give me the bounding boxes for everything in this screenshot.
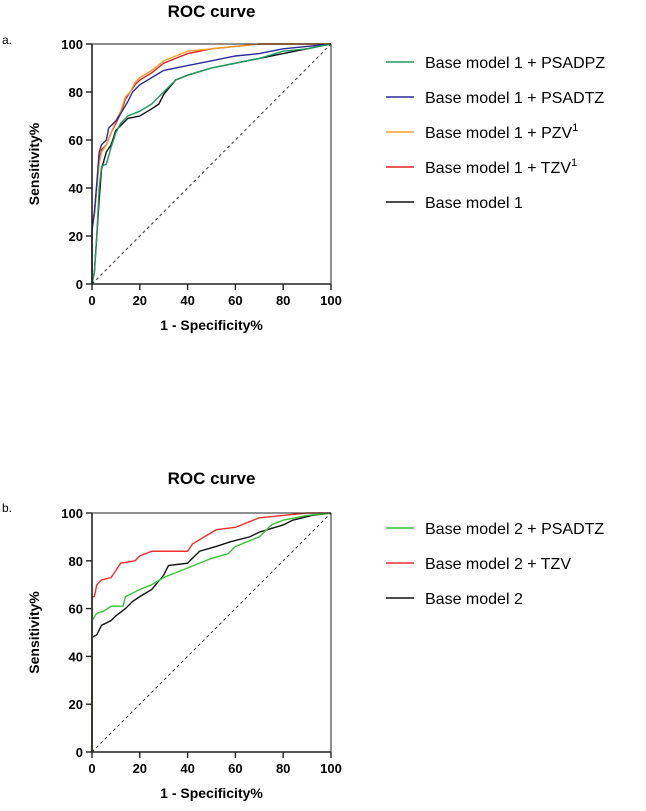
legend-superscript: 1 — [572, 122, 578, 134]
x-axis-label: 1 - Specificity% — [160, 317, 263, 333]
y-tick-label: 20 — [69, 697, 83, 712]
y-tick-label: 80 — [69, 554, 83, 569]
y-tick-label: 0 — [76, 277, 83, 292]
x-tick-label: 80 — [276, 293, 290, 308]
legend-item: Base model 1 + PZV1 — [386, 122, 578, 142]
x-tick-label: 20 — [133, 293, 147, 308]
legend-label: Base model 2 — [425, 591, 523, 608]
panel-label: b. — [2, 501, 12, 515]
y-tick-label: 80 — [69, 85, 83, 100]
panel-label: a. — [2, 33, 12, 47]
y-tick-label: 100 — [61, 37, 83, 52]
x-tick-label: 0 — [88, 293, 95, 308]
x-tick-label: 40 — [180, 293, 194, 308]
legend-item: Base model 1 + PSADTZ — [386, 90, 604, 107]
legend-label: Base model 2 + TZV — [425, 556, 571, 573]
legend-label: Base model 1 + TZV1 — [425, 157, 577, 177]
legend-item: Base model 1 + PSADPZ — [386, 55, 605, 72]
legend-item: Base model 1 — [386, 195, 523, 212]
legend-item: Base model 2 + PSADTZ — [386, 521, 604, 538]
x-tick-label: 20 — [133, 761, 147, 776]
legend-item: Base model 1 + TZV1 — [386, 157, 577, 177]
reference-diagonal — [91, 512, 332, 753]
x-tick-label: 0 — [88, 761, 95, 776]
chart-title: ROC curve — [168, 469, 256, 488]
series-line — [91, 512, 331, 752]
reference-diagonal — [91, 43, 332, 285]
x-tick-label: 100 — [320, 761, 342, 776]
legend-label: Base model 1 + PSADPZ — [425, 55, 605, 72]
x-tick-label: 40 — [180, 761, 194, 776]
x-tick-label: 100 — [320, 293, 342, 308]
y-tick-label: 0 — [76, 745, 83, 760]
y-tick-label: 60 — [69, 602, 83, 617]
series-line — [91, 43, 332, 285]
x-tick-label: 60 — [228, 761, 242, 776]
y-tick-label: 100 — [61, 506, 83, 521]
x-tick-label: 80 — [276, 761, 290, 776]
y-axis-label: Sensitivity% — [26, 122, 42, 205]
legend-item: Base model 2 + TZV — [386, 556, 571, 573]
y-tick-label: 40 — [69, 181, 83, 196]
y-tick-label: 20 — [69, 229, 83, 244]
chart-panel-a: a. ROC curve 00 20 20 40 40 60 60 80 80 100 100 1 - S… — [2, 2, 605, 333]
legend-label: Base model 1 + PZV1 — [425, 122, 578, 142]
series-line — [91, 43, 332, 284]
legend-label: Base model 1 + PSADTZ — [425, 90, 604, 107]
chart-title: ROC curve — [168, 2, 256, 21]
legend-superscript: 1 — [571, 157, 577, 169]
legend-label: Base model 2 + PSADTZ — [425, 521, 604, 538]
y-tick-label: 60 — [69, 133, 83, 148]
series-line — [91, 512, 332, 752]
x-tick-label: 60 — [228, 293, 242, 308]
chart-panel-b: b. ROC curve 00 20 20 40 40 60 60 80 80 100 100 1 - S… — [2, 469, 604, 801]
x-axis-label: 1 - Specificity% — [160, 785, 263, 801]
legend-label: Base model 1 — [425, 195, 523, 212]
y-tick-label: 40 — [69, 649, 83, 664]
y-axis-label: Sensitivity% — [26, 591, 42, 674]
legend-item: Base model 2 — [386, 591, 523, 608]
